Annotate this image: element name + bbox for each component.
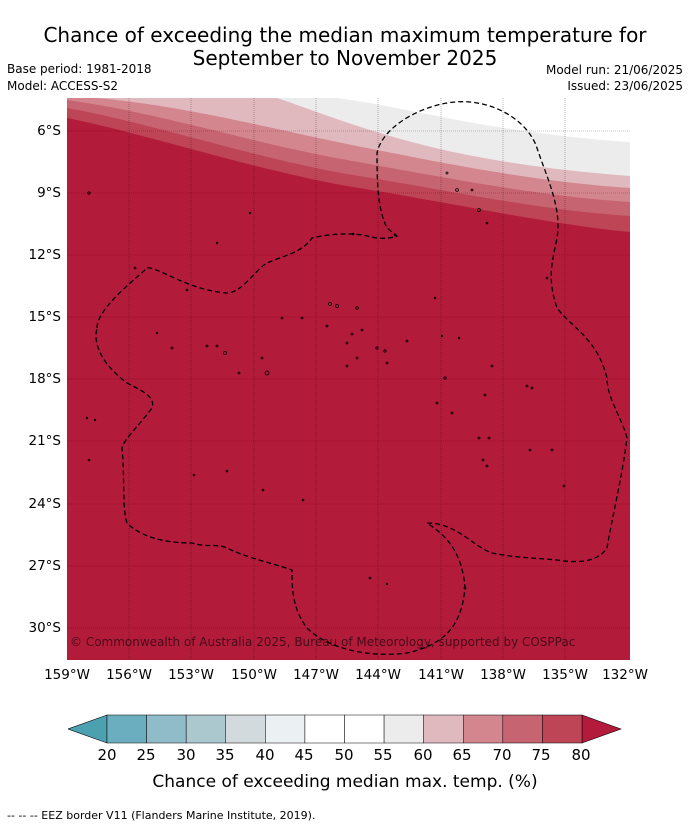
lon-label-159w: 159°W xyxy=(44,667,90,683)
eez-border-line xyxy=(95,101,628,655)
lat-label-21s: 21°S xyxy=(28,433,62,449)
colorbar-cell xyxy=(225,714,266,744)
copyright-notice: © Commonwealth of Australia 2025, Bureau… xyxy=(70,635,575,649)
colorbar-cell xyxy=(265,714,306,744)
lon-label-141w: 141°W xyxy=(418,667,464,683)
lat-label-27s: 27°S xyxy=(28,558,62,574)
cbar-tick-80: 80 xyxy=(571,746,591,764)
islands xyxy=(85,171,566,590)
lat-label-18s: 18°S xyxy=(28,371,62,387)
title-line-2: September to November 2025 xyxy=(192,46,498,70)
base-period: Base period: 1981-2018 xyxy=(7,62,152,76)
colorbar-cell xyxy=(502,714,543,744)
lon-label-150w: 150°W xyxy=(231,667,277,683)
colorbar-cell xyxy=(106,714,147,744)
cbar-tick-45: 45 xyxy=(294,746,314,764)
cbar-tick-75: 75 xyxy=(531,746,551,764)
colorbar-graphic xyxy=(67,714,622,744)
colorbar-cell xyxy=(542,714,583,744)
cbar-tick-60: 60 xyxy=(413,746,433,764)
colorbar-cell xyxy=(383,714,424,744)
colorbar-cell xyxy=(185,714,226,744)
cbar-tick-70: 70 xyxy=(492,746,512,764)
cbar-tick-35: 35 xyxy=(215,746,235,764)
issued-date: Issued: 23/06/2025 xyxy=(567,79,683,93)
colorbar-low-arrow xyxy=(67,714,108,744)
cbar-tick-25: 25 xyxy=(136,746,156,764)
map-canvas: © Commonwealth of Australia 2025, Bureau… xyxy=(67,98,630,660)
cbar-tick-55: 55 xyxy=(373,746,393,764)
lon-label-144w: 144°W xyxy=(355,667,401,683)
model-run: Model run: 21/06/2025 xyxy=(545,63,683,77)
colorbar xyxy=(67,714,622,746)
probability-map: © Commonwealth of Australia 2025, Bureau… xyxy=(67,98,630,660)
eez-footnote: -- -- -- EEZ border V11 (Flanders Marine… xyxy=(7,809,316,822)
colorbar-cell xyxy=(344,714,385,744)
lon-label-153w: 153°W xyxy=(168,667,214,683)
cbar-tick-40: 40 xyxy=(255,746,275,764)
colorbar-cell xyxy=(304,714,345,744)
lon-grid xyxy=(128,98,566,660)
lat-label-30s: 30°S xyxy=(28,620,62,636)
map-title: Chance of exceeding the median maximum t… xyxy=(0,24,690,70)
lat-label-6s: 6°S xyxy=(37,123,61,139)
lat-label-12s: 12°S xyxy=(28,247,62,263)
colorbar-cell xyxy=(463,714,504,744)
model-name: Model: ACCESS-S2 xyxy=(7,79,119,93)
lon-label-135w: 135°W xyxy=(542,667,588,683)
lat-label-15s: 15°S xyxy=(28,309,62,325)
title-line-1: Chance of exceeding the median maximum t… xyxy=(43,23,647,47)
lat-label-9s: 9°S xyxy=(37,185,61,201)
colorbar-title: Chance of exceeding median max. temp. (%… xyxy=(152,772,538,792)
colorbar-high-arrow xyxy=(581,714,622,744)
cbar-tick-50: 50 xyxy=(334,746,354,764)
cbar-tick-30: 30 xyxy=(176,746,196,764)
band-50-55 xyxy=(337,98,630,142)
colorbar-cell xyxy=(146,714,187,744)
lat-label-24s: 24°S xyxy=(28,496,62,512)
lon-label-132w: 132°W xyxy=(602,667,648,683)
colorbar-cell xyxy=(423,714,464,744)
lon-label-147w: 147°W xyxy=(293,667,339,683)
cbar-tick-65: 65 xyxy=(452,746,472,764)
cbar-tick-20: 20 xyxy=(97,746,117,764)
lon-label-156w: 156°W xyxy=(106,667,152,683)
lon-label-138w: 138°W xyxy=(480,667,526,683)
